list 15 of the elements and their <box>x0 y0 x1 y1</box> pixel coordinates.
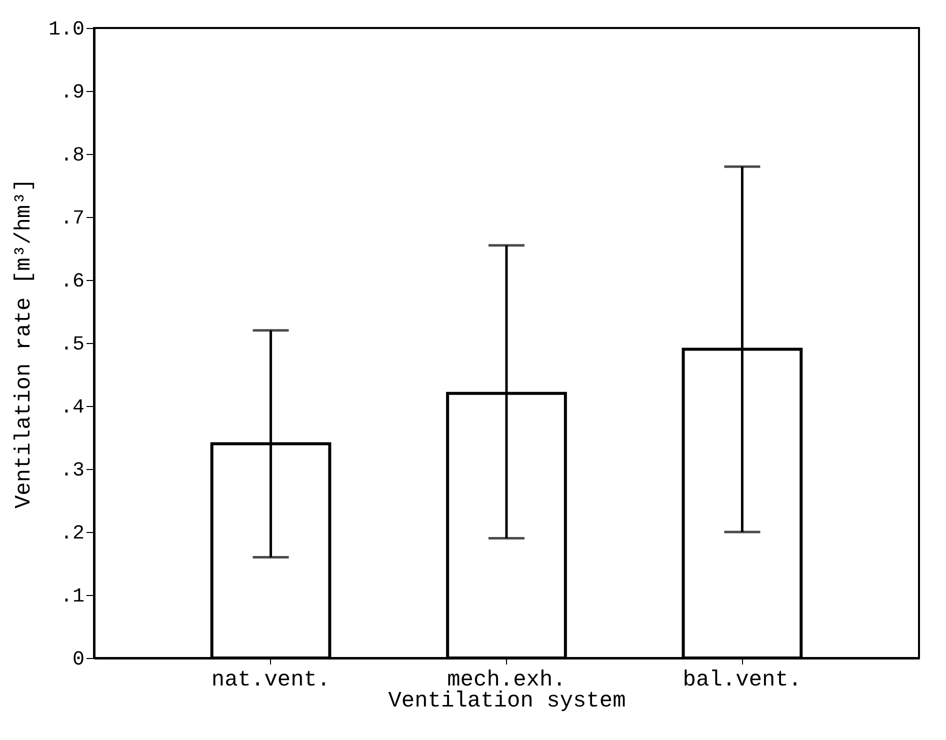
y-tick-label: .1 <box>60 586 84 608</box>
y-tick-label: 1.0 <box>48 18 84 42</box>
y-axis-title: Ventilation rate [m³/hm³] <box>11 178 36 509</box>
y-tick-label: .8 <box>60 144 84 168</box>
y-tick-label: .6 <box>60 270 84 294</box>
x-tick-label: bal.vent. <box>682 668 802 692</box>
y-tick-label: .9 <box>60 82 84 104</box>
y-tick-label: .4 <box>60 396 84 420</box>
y-tick-label: .2 <box>60 522 84 546</box>
x-tick-label: nat.vent. <box>211 668 330 692</box>
x-axis-title: Ventilation system <box>388 688 626 714</box>
y-tick-label: .7 <box>60 208 84 230</box>
y-tick-label: 0 <box>72 648 84 672</box>
y-tick-label: .5 <box>60 334 84 356</box>
y-tick-label: .3 <box>60 460 84 482</box>
